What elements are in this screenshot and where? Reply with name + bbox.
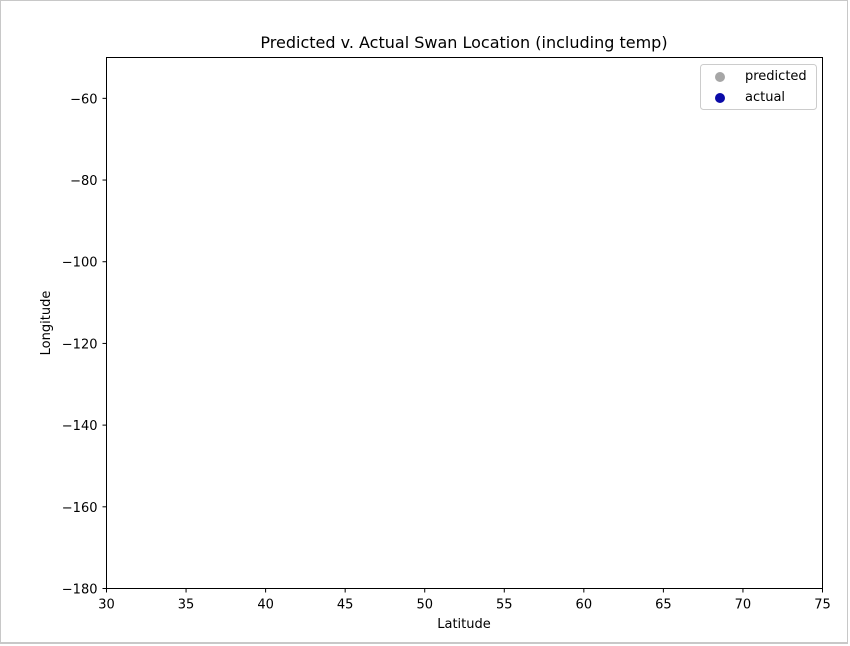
x-tick-label: 40 <box>257 598 274 613</box>
legend-box <box>700 64 817 110</box>
legend-label-predicted: predicted <box>745 69 807 84</box>
y-tick-label: −160 <box>62 501 98 516</box>
y-tick-label: −60 <box>70 92 97 107</box>
y-axis-ticks: −180 −160 −140 −120 −100 −80 −60 <box>62 92 107 598</box>
x-tick-label: 75 <box>814 598 831 613</box>
y-tick-label: −120 <box>62 337 98 352</box>
x-tick-label: 70 <box>735 598 752 613</box>
x-tick-label: 55 <box>496 598 513 613</box>
x-tick-label: 35 <box>178 598 195 613</box>
x-tick-label: 30 <box>98 598 115 613</box>
y-tick-label: −80 <box>70 174 97 189</box>
chart-title: Predicted v. Actual Swan Location (inclu… <box>260 33 667 52</box>
legend-label-actual: actual <box>745 90 785 105</box>
y-axis-label: Longitude <box>39 291 54 356</box>
y-tick-label: −180 <box>62 583 98 598</box>
x-tick-label: 65 <box>655 598 672 613</box>
x-axis-label: Latitude <box>437 617 491 632</box>
x-tick-label: 50 <box>416 598 433 613</box>
y-tick-label: −100 <box>62 256 98 271</box>
plot-area <box>106 57 823 589</box>
x-axis-ticks: 30 35 40 45 50 55 60 65 70 75 <box>98 588 831 613</box>
x-tick-label: 60 <box>576 598 593 613</box>
legend: predicted actual <box>700 64 817 110</box>
x-tick-label: 45 <box>337 598 354 613</box>
y-tick-label: −140 <box>62 419 98 434</box>
legend-marker-predicted <box>715 72 725 82</box>
legend-marker-actual <box>715 93 725 103</box>
